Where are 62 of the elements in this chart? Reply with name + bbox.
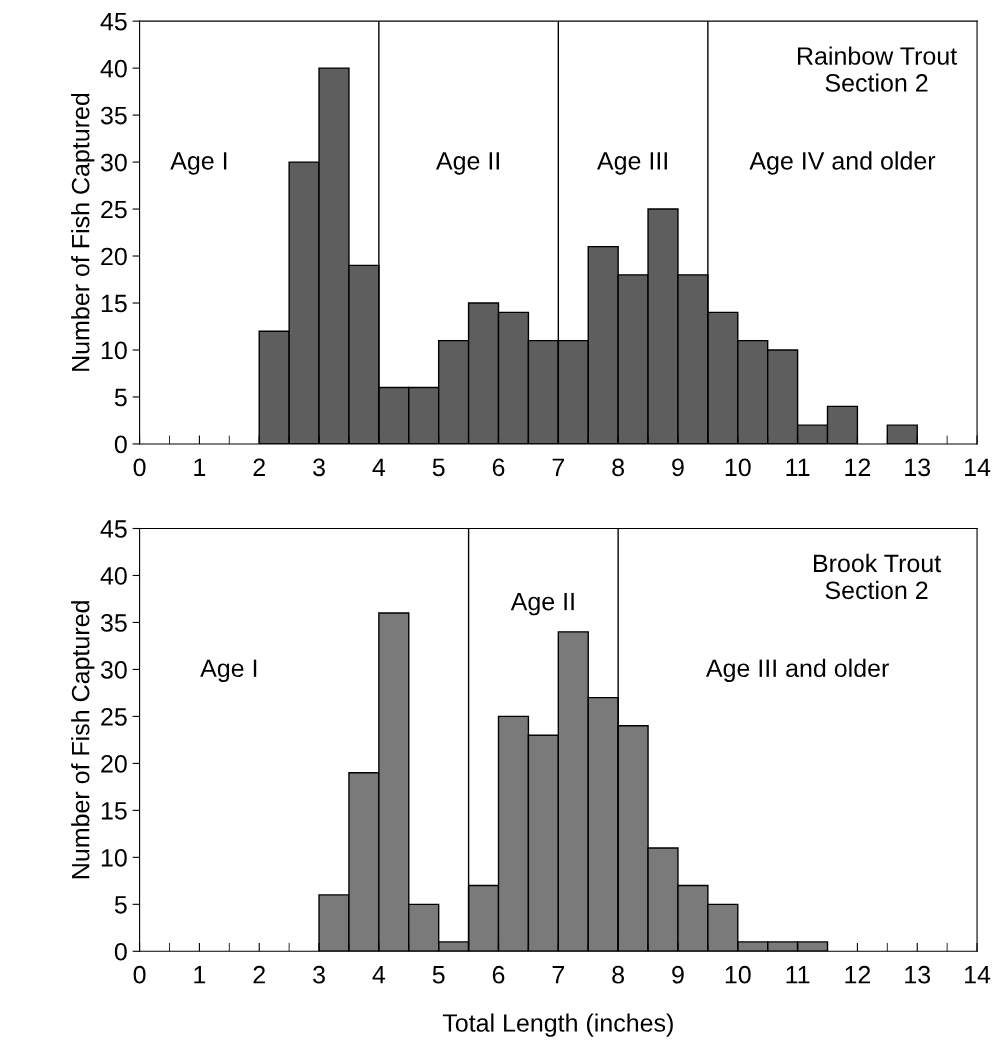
x-tick-label: 7 [552,458,565,476]
x-tick-label: 5 [432,458,445,477]
y-tick-label: 40 [100,59,127,78]
x-tick-label: 9 [672,458,684,477]
x-tick-label: 12 [845,965,871,984]
y-axis-title: Number of Fish Captured [71,93,95,371]
x-tick-label: 13 [905,458,931,477]
x-tick-label: 12 [845,458,871,476]
x-tick-label: 6 [492,458,505,477]
x-tick-label: 4 [372,966,386,984]
x-tick-label: 11 [786,966,810,984]
y-tick-label: 0 [114,942,127,961]
x-tick-label: 0 [133,458,146,477]
y-axis-title: Number of Fish Captured [71,601,95,879]
y-tick-label: 45 [100,520,127,538]
y-tick-label: 15 [101,294,127,313]
x-tick-label: 0 [133,965,146,984]
annotation: Age II [510,592,574,616]
x-tick-label: 3 [313,458,325,477]
y-tick-label: 10 [101,848,127,867]
y-tick-label: 35 [100,614,127,632]
annotation: Age I [170,152,227,175]
annotation: Age I [200,659,257,683]
x-tick-label: 14 [965,458,991,476]
x-tick-label: 6 [492,965,505,984]
x-tick-label: 13 [905,965,931,984]
x-tick-label: 7 [552,966,565,984]
x-tick-label: 14 [965,966,991,984]
x-axis-title: Total Length (inches) [442,1013,673,1037]
x-tick-label: 8 [612,458,625,477]
y-tick-label: 30 [100,153,127,172]
x-tick-label: 10 [725,458,751,477]
annotation: Age III and older [705,658,889,683]
annotation: Brook Trout Section 2 [814,553,941,600]
y-tick-label: 15 [101,802,127,820]
y-tick-label: 5 [114,388,127,407]
y-tick-label: 45 [100,13,127,31]
y-tick-label: 40 [100,567,127,585]
y-tick-label: 25 [101,200,127,219]
y-tick-label: 0 [114,435,127,454]
x-tick-label: 5 [432,966,445,984]
x-tick-label: 2 [253,458,265,476]
y-tick-label: 25 [101,708,127,726]
annotation: Age III [597,152,667,175]
x-tick-label: 11 [786,458,810,476]
x-tick-label: 1 [194,966,206,984]
x-tick-label: 10 [725,965,751,984]
y-tick-label: 20 [101,754,127,773]
x-tick-label: 3 [313,965,325,984]
y-tick-label: 10 [101,341,127,360]
x-tick-label: 4 [372,458,386,476]
annotation: Rainbow Trout Section 2 [798,46,957,92]
x-tick-label: 8 [612,965,625,984]
y-tick-label: 20 [101,247,127,266]
x-tick-label: 1 [194,458,206,476]
y-tick-label: 5 [114,896,127,914]
y-tick-label: 35 [100,106,127,125]
annotation: Age IV and older [749,151,936,175]
annotation: Age II [435,152,499,175]
x-tick-label: 9 [672,965,684,984]
y-tick-label: 30 [100,661,127,679]
x-tick-label: 2 [253,965,265,984]
